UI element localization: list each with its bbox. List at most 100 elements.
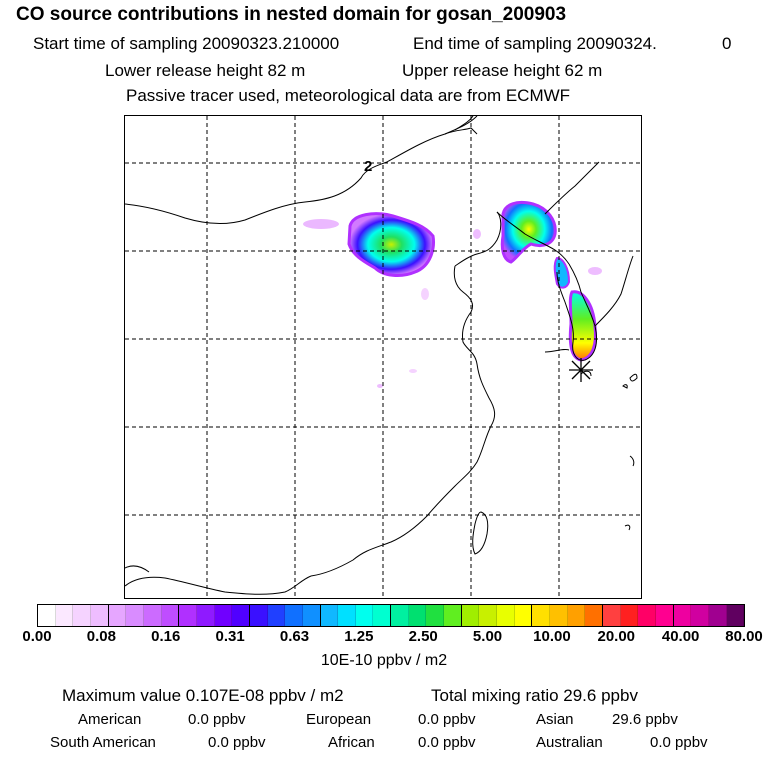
region-value-australian: 0.0 ppbv [650,734,708,751]
color-scale-swatch [143,605,162,626]
plume-spot-bay [473,229,481,239]
color-scale-swatch [73,605,91,626]
region-value-african: 0.0 ppbv [418,734,476,751]
color-scale-tick-label: 10.00 [533,628,571,645]
coast-korea-east [594,255,634,327]
color-scale-swatch [479,605,498,626]
plume-spot-1 [377,384,383,388]
coast-china-east [310,265,496,577]
color-scale-swatch [497,605,515,626]
color-scale-swatch [232,605,250,626]
lower-release-height: Lower release height 82 m [105,61,306,80]
color-scale-tick-label: 40.00 [661,628,700,645]
color-scale-swatch [373,605,392,626]
color-scale-tick-label: 0.31 [215,628,245,645]
end-time-value: 0 [722,34,732,53]
color-scale-swatch [179,605,197,626]
border-ne [454,115,474,131]
coastlines [124,115,638,595]
islands-kyushu [622,373,638,389]
region-value-european: 0.0 ppbv [418,711,476,728]
region-label-european: European [306,711,372,728]
color-scale-swatch [161,605,180,626]
color-scale-swatch [267,605,286,626]
plume-korea-south [568,290,597,362]
color-scale-tick-label: 1.25 [344,628,374,645]
color-scale-swatch [126,605,144,626]
color-scale-swatch [532,605,551,626]
region-label-south-american: South American [50,734,156,751]
start-time-label: Start time of sampling 20090323.210000 [33,34,340,53]
region-label-australian: Australian [536,734,603,751]
plume-faint-west [303,219,339,229]
coast-vietnam [124,565,150,573]
border-korea-china [496,211,570,265]
coast-south-china [124,575,312,595]
color-scale-swatch [691,605,709,626]
plume-spot-south [421,288,429,300]
color-scale-swatch [444,605,462,626]
end-time-label: End time of sampling 20090324. [413,34,657,53]
color-scale-swatch [285,605,303,626]
map-canvas: 2 [124,115,641,598]
color-scale-swatch [514,605,533,626]
color-scale-swatch [38,605,56,626]
tracer-note: Passive tracer used, meteorological data… [126,86,571,105]
color-scale-swatch [355,605,374,626]
color-scale-swatch [408,605,427,626]
color-scale-swatch [726,605,745,626]
color-scale-bar [37,604,745,627]
color-scale-tick-label: 5.00 [472,628,503,645]
color-scale-swatch [338,605,356,626]
color-scale-swatch [550,605,568,626]
upper-release-height: Upper release height 62 m [402,61,603,80]
color-scale-swatch [55,605,74,626]
maximum-value: Maximum value 0.107E-08 ppbv / m2 [62,686,344,705]
color-scale-tick-label: 80.00 [725,628,763,645]
color-scale-tick-label: 0.08 [86,628,116,645]
color-scale-swatch [90,605,109,626]
color-scale-units: 10E-10 ppbv / m2 [320,652,448,669]
color-scale-ticks: 0.00 0.08 0.16 0.31 0.63 1.25 2.50 5.00 10.00 20.… [0,628,768,650]
color-scale-swatch [426,605,445,626]
color-scale-swatch [302,605,321,626]
plume-inner-mongolia [347,212,435,277]
coast-bohai-west [454,211,502,267]
color-scale-swatch [196,605,215,626]
color-scale-swatch [585,605,603,626]
color-scale-swatch [655,605,674,626]
border-north [124,115,478,225]
concentration-plumes [303,200,602,388]
color-scale-tick-label: 20.00 [597,628,636,645]
map-panel: 2 [124,115,642,599]
region-value-american: 0.0 ppbv [188,711,246,728]
color-scale-swatch [214,605,233,626]
island-taiwan [472,511,489,555]
plume-spot-east [588,267,602,275]
color-scale-swatch [567,605,586,626]
border-amur [444,127,478,135]
color-scale-swatch [620,605,639,626]
color-scale-tick-label: 0.63 [279,628,310,645]
color-scale-swatch [320,605,339,626]
region-label-asian: Asian [536,711,574,728]
map-grid [125,116,641,598]
color-scale-swatch [673,605,692,626]
region-value-asian: 29.6 ppbv [612,711,678,728]
coast-korea [556,263,598,361]
plot-title: CO source contributions in nested domain… [16,4,567,25]
islands-ryukyu [624,455,635,531]
color-scale-tick-label: 0.16 [151,628,181,645]
color-scale-swatch [108,605,127,626]
color-scale-swatch [249,605,268,626]
receptor-marker-icon [569,358,593,382]
color-scale-swatch [391,605,409,626]
plume-spot-2 [409,369,417,373]
total-mixing-ratio: Total mixing ratio 29.6 ppbv [431,686,638,705]
color-scale-swatch [638,605,656,626]
color-scale-tick-label: 2.50 [408,628,438,645]
region-value-south-american: 0.0 ppbv [208,734,266,751]
region-label-african: African [328,734,375,751]
border-russia-korea [544,161,600,215]
color-scale-swatch [708,605,727,626]
